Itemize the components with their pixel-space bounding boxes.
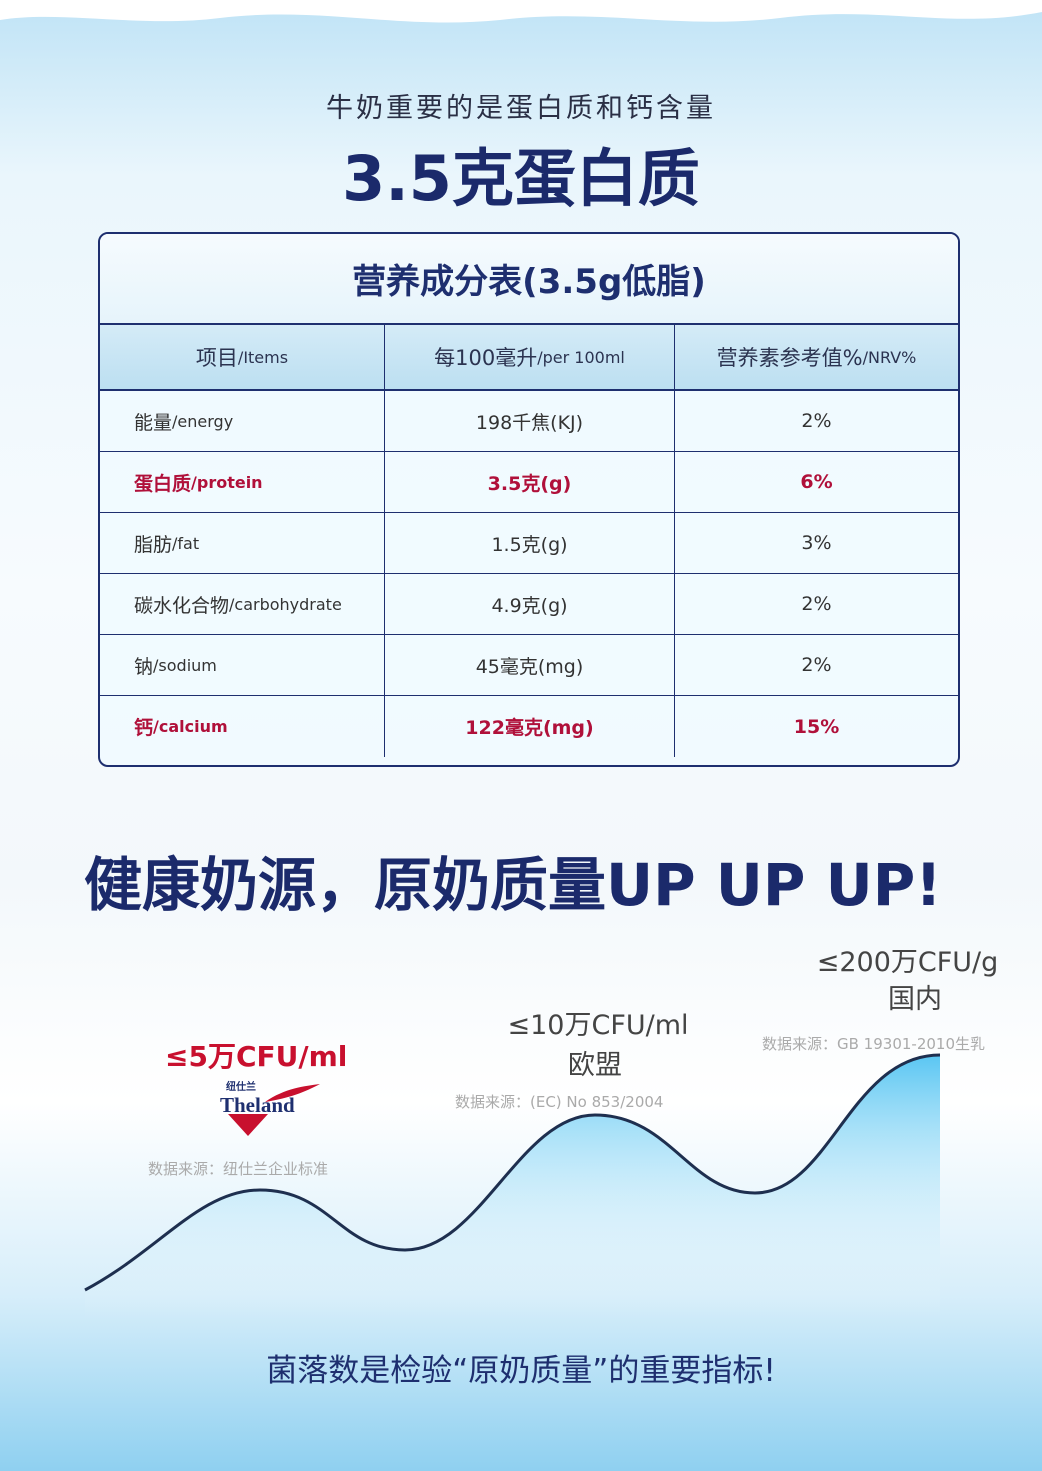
table-title: 营养成分表(3.5g低脂) [100, 234, 958, 325]
nutrition-table: 营养成分表(3.5g低脂) 项目/Items 每100毫升/per 100ml … [98, 232, 960, 767]
theland-logo: 纽仕兰 Theland [220, 1078, 320, 1138]
wave-fill [85, 1055, 940, 1320]
quality-wave-graphic [84, 1053, 941, 1320]
nrv-cell: 2% [801, 654, 832, 676]
table-header-row: 项目/Items 每100毫升/per 100ml 营养素参考值%/NRV% [100, 325, 958, 391]
theland-source: 数据来源：纽仕兰企业标准 [148, 1160, 329, 1178]
item-cell: 蛋白质/protein [100, 452, 385, 512]
china-region: 国内 [888, 984, 942, 1015]
china-limit: ≤200万CFU/g [816, 947, 999, 978]
page-title: 3.5克蛋白质 [342, 142, 700, 215]
table-row: 蛋白质/protein 3.5克(g) 6% [100, 452, 958, 513]
amount-cell: 4.9克(g) [385, 574, 675, 634]
china-source: 数据来源：GB 19301-2010生乳 [762, 1035, 985, 1053]
table-row: 钠/sodium 45毫克(mg) 2% [100, 635, 958, 696]
item-cell: 脂肪/fat [100, 513, 385, 573]
column-header-items: 项目/Items [100, 325, 385, 389]
column-header-amount: 每100毫升/per 100ml [385, 325, 675, 389]
nrv-cell: 6% [800, 471, 833, 493]
item-cell: 钠/sodium [100, 635, 385, 695]
subtitle: 牛奶重要的是蛋白质和钙含量 [326, 93, 716, 124]
nrv-cell: 2% [801, 593, 832, 615]
table-row: 钙/calcium 122毫克(mg) 15% [100, 696, 958, 757]
theland-leaf-icon [265, 1084, 320, 1102]
amount-cell: 1.5克(g) [385, 513, 675, 573]
theland-triangle-icon [228, 1114, 268, 1136]
eu-source: 数据来源：(EC) No 853/2004 [455, 1093, 664, 1111]
amount-cell: 45毫克(mg) [385, 635, 675, 695]
table-row: 能量/energy 198千焦(KJ) 2% [100, 391, 958, 452]
item-cell: 碳水化合物/carbohydrate [100, 574, 385, 634]
wave-line [84, 1053, 941, 1292]
eu-limit: ≤10万CFU/ml [507, 1010, 689, 1041]
nrv-cell: 15% [793, 715, 840, 738]
nrv-cell: 2% [801, 410, 832, 432]
amount-cell: 3.5克(g) [385, 452, 675, 512]
amount-cell: 122毫克(mg) [385, 696, 675, 757]
item-cell: 钙/calcium [100, 696, 385, 757]
column-header-nrv: 营养素参考值%/NRV% [716, 346, 917, 370]
slogan: 健康奶源，原奶质量UP UP UP! [84, 851, 942, 919]
table-row: 碳水化合物/carbohydrate 4.9克(g) 2% [100, 574, 958, 635]
theland-limit: ≤5万CFU/ml [165, 1040, 348, 1073]
amount-cell: 198千焦(KJ) [385, 391, 675, 451]
item-cell: 能量/energy [100, 391, 385, 451]
footer-text: 菌落数是检验“原奶质量”的重要指标! [266, 1353, 776, 1389]
eu-region: 欧盟 [568, 1050, 622, 1081]
nrv-cell: 3% [801, 532, 832, 554]
milk-wave-decoration [0, 0, 1042, 23]
table-row: 脂肪/fat 1.5克(g) 3% [100, 513, 958, 574]
